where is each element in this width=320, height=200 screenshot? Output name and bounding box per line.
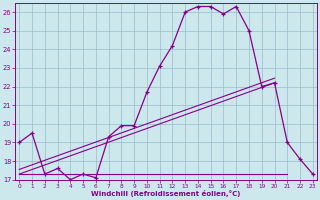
X-axis label: Windchill (Refroidissement éolien,°C): Windchill (Refroidissement éolien,°C) [91, 190, 241, 197]
